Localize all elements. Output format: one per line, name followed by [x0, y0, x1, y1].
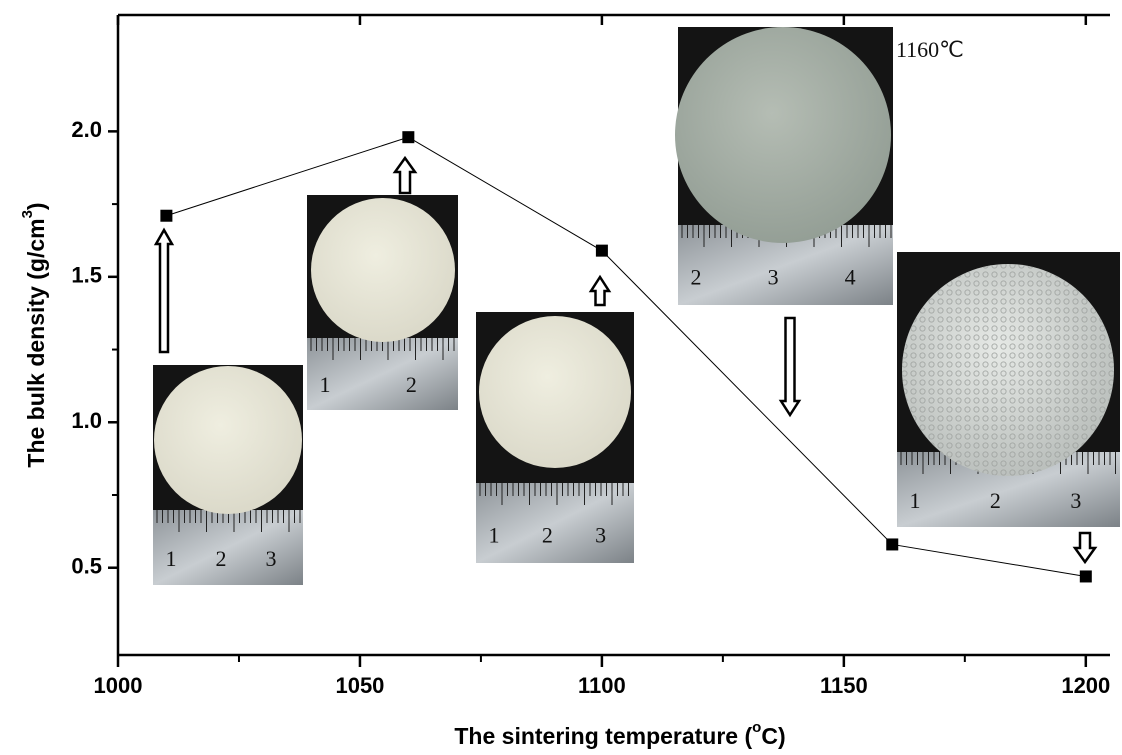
inset-label: 1160℃	[896, 37, 964, 62]
sample-disc	[479, 316, 631, 468]
inset-photo: 1 2 3	[476, 312, 634, 563]
arrow	[588, 274, 612, 307]
ruler-label: 2	[216, 546, 227, 571]
ruler-label: 3	[266, 546, 277, 571]
x-tick-label: 1050	[335, 673, 384, 698]
ruler-label: 1	[489, 522, 500, 547]
arrow	[1072, 531, 1098, 565]
ruler-label: 1	[166, 546, 177, 571]
inset-photo: 2 3 4 1160℃	[675, 27, 964, 305]
y-axis-title: The bulk density (g/cm3)	[19, 202, 49, 467]
x-tick-label: 1200	[1061, 673, 1110, 698]
ruler	[476, 483, 634, 563]
ruler-label: 2	[406, 372, 417, 397]
x-tick-label: 1100	[578, 673, 626, 698]
ruler-label: 2	[990, 488, 1001, 513]
data-point	[160, 209, 173, 222]
arrow	[778, 316, 802, 418]
y-tick-label: 0.5	[71, 554, 102, 579]
y-tick-label: 2.0	[71, 117, 102, 142]
ruler-label: 3	[595, 522, 606, 547]
ruler-label: 2	[542, 522, 553, 547]
sample-pores	[902, 264, 1114, 476]
sample-disc	[154, 366, 302, 514]
x-axis-title: The sintering temperature (oC)	[454, 719, 785, 749]
data-point	[595, 244, 608, 257]
ruler-label: 1	[320, 372, 331, 397]
data-point	[886, 538, 899, 551]
x-tick-label: 1150	[820, 673, 868, 698]
ruler-label: 3	[768, 264, 779, 289]
ruler-label: 4	[845, 264, 856, 289]
sample-disc	[675, 27, 891, 243]
ruler-label: 2	[691, 264, 702, 289]
y-tick-label: 1.0	[71, 408, 102, 433]
x-tick-label: 1000	[94, 673, 143, 698]
ruler-label: 3	[1070, 488, 1081, 513]
arrow	[153, 227, 175, 354]
y-tick-label: 1.5	[71, 263, 102, 288]
arrow	[392, 155, 418, 195]
inset-photo: 1 2 3	[153, 365, 303, 585]
inset-photo: 1 2 3	[897, 252, 1120, 527]
data-point	[402, 131, 415, 144]
data-point	[1079, 570, 1092, 583]
ruler-label: 1	[910, 488, 921, 513]
sample-disc	[311, 198, 455, 342]
